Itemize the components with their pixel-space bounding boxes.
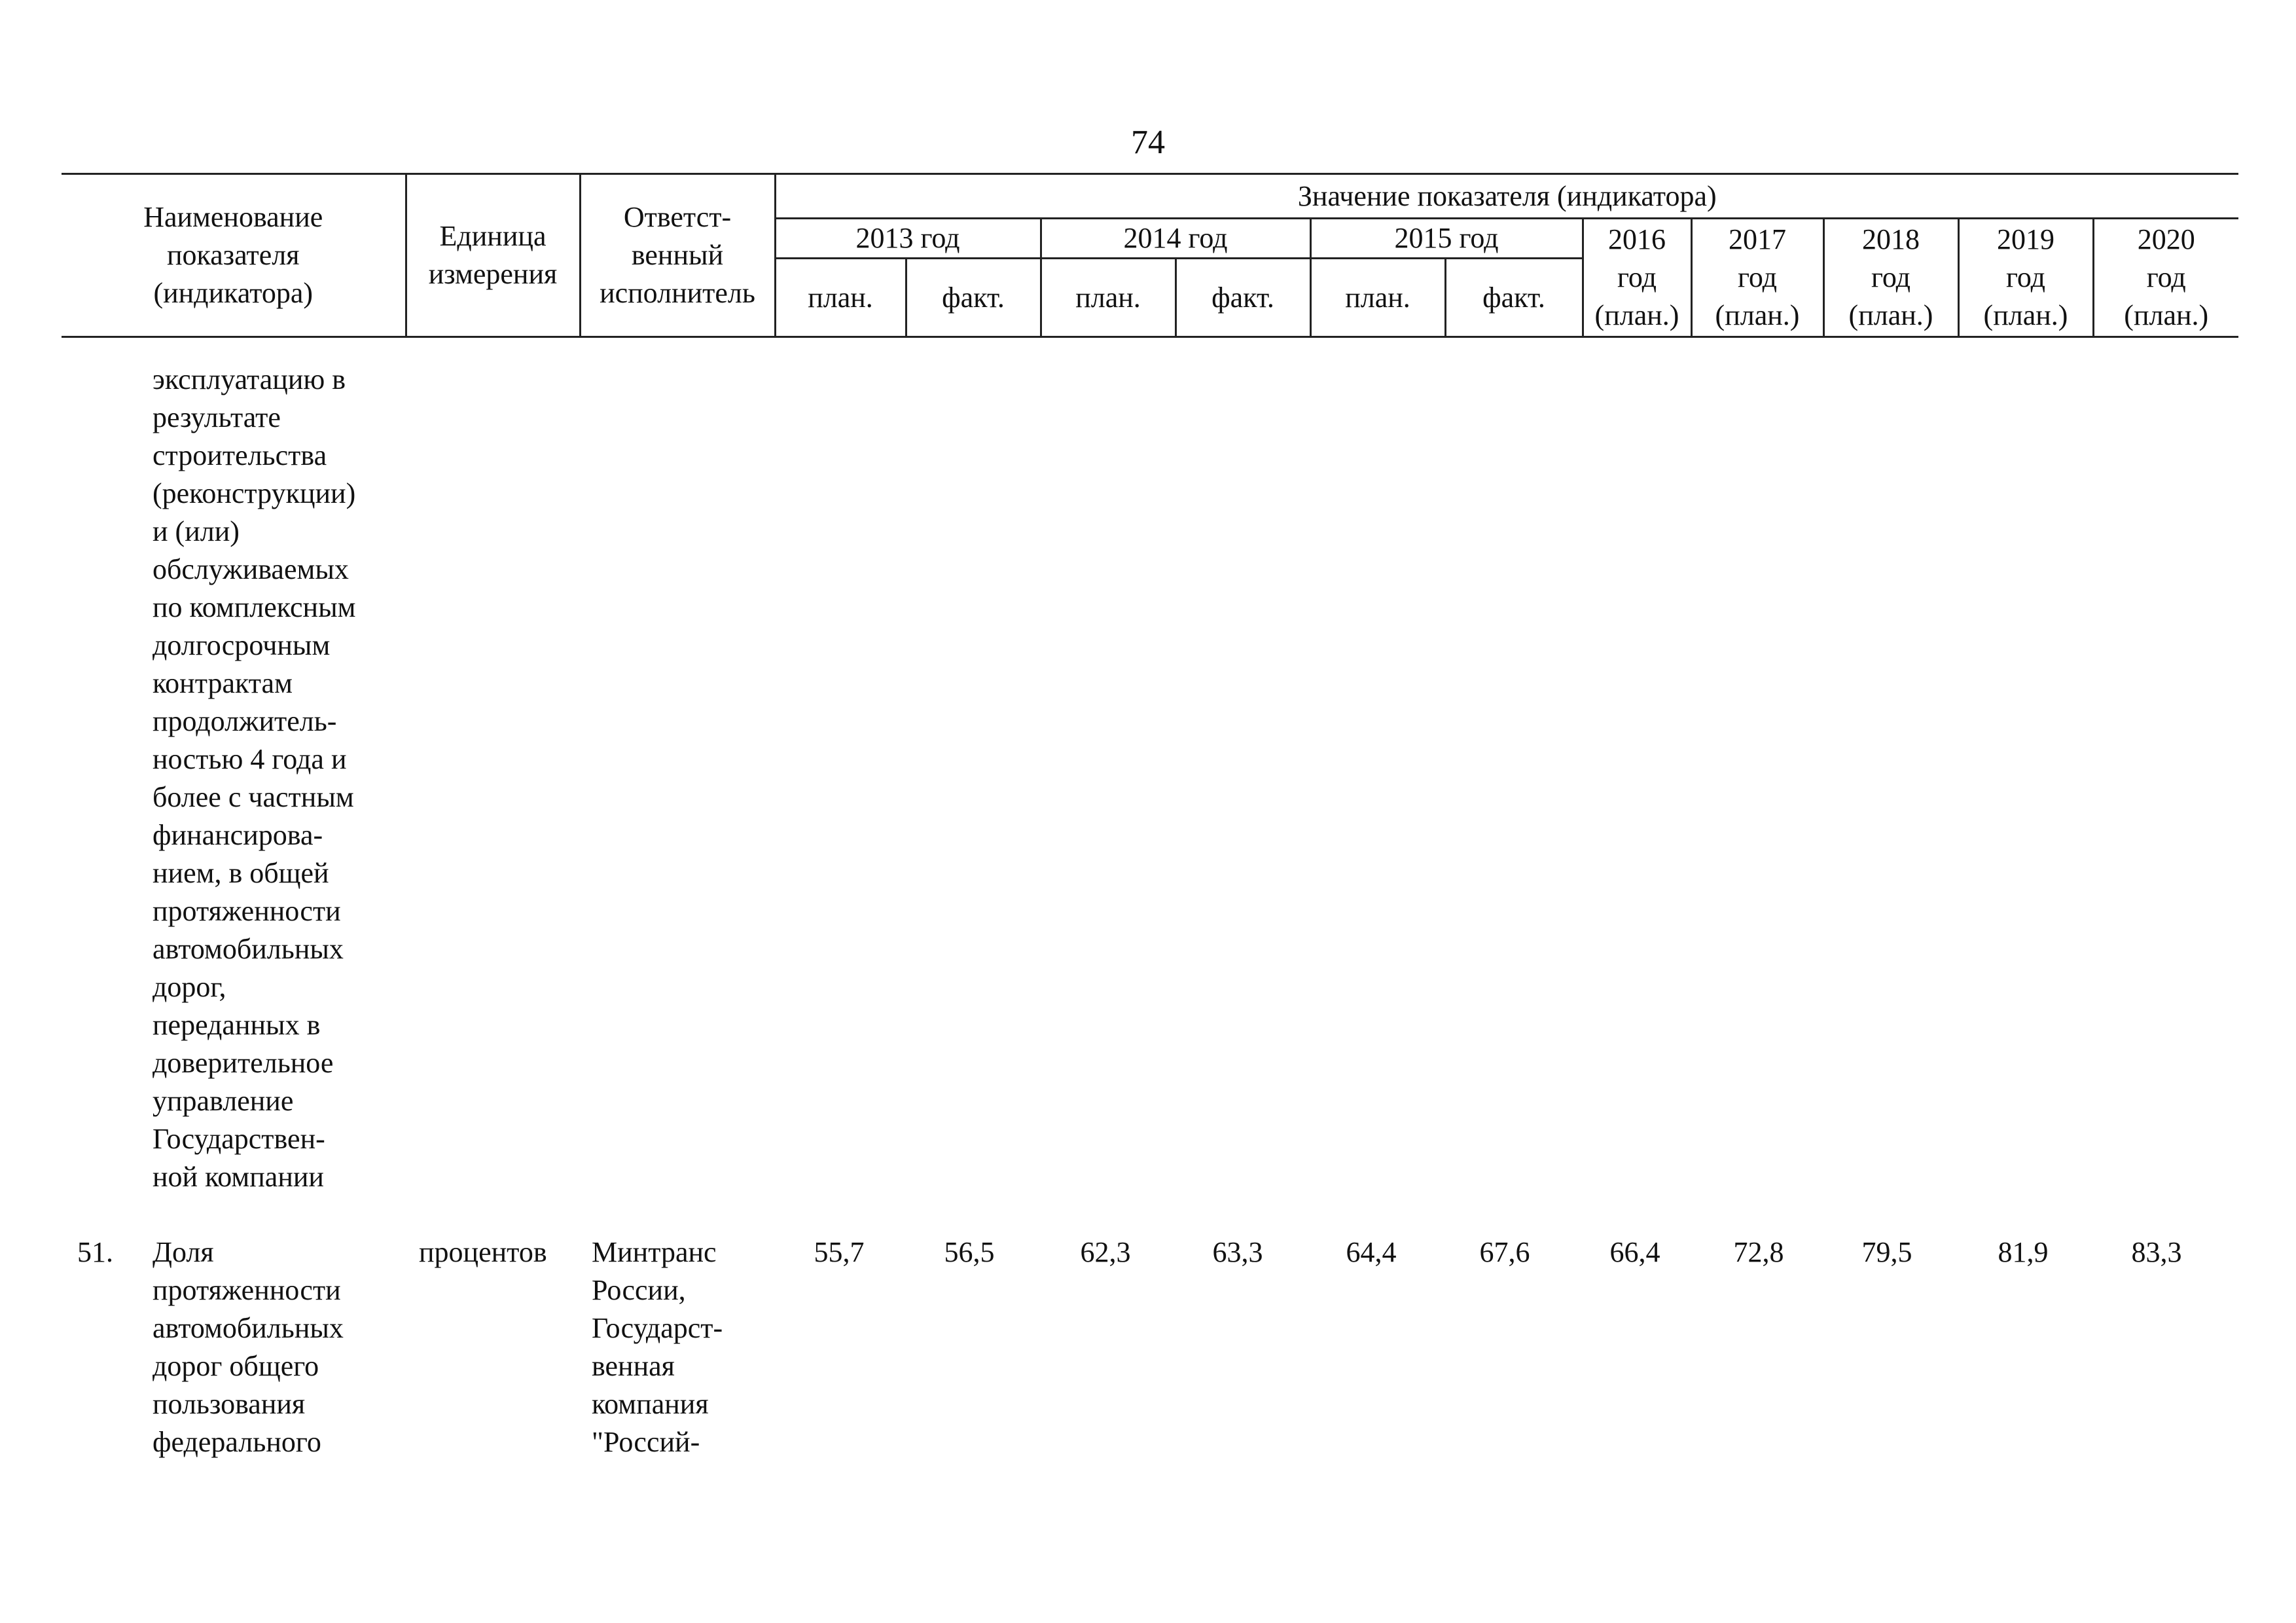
header-year-2018: 2018 год (план.) — [1822, 217, 1960, 338]
row-number: 51. — [77, 1236, 113, 1268]
header-unit: Единица измерения — [404, 173, 581, 338]
value-2013-plan: 55,7 — [814, 1236, 865, 1268]
header-2015-fact: факт. — [1444, 257, 1584, 338]
value-2015-fact: 67,6 — [1479, 1236, 1530, 1268]
header-year-2014: 2014 год — [1039, 217, 1312, 259]
header-year-2016: 2016 год (план.) — [1581, 217, 1693, 338]
header-2015-plan: план. — [1309, 257, 1446, 338]
row-executor: Минтранс России, Государст- венная компа… — [592, 1236, 723, 1458]
row-unit: процентов — [419, 1236, 547, 1268]
value-2015-plan: 64,4 — [1346, 1236, 1397, 1268]
header-2013-plan: план. — [774, 257, 907, 338]
value-2016-plan: 66,4 — [1609, 1236, 1660, 1268]
header-executor: Ответст- венный исполнитель — [579, 173, 776, 338]
row-indicator-name: Доля протяженности автомобильных дорог о… — [152, 1236, 344, 1458]
header-2014-plan: план. — [1039, 257, 1177, 338]
header-values-group: Значение показателя (индикатора) — [774, 173, 2238, 219]
header-2014-fact: факт. — [1174, 257, 1312, 338]
header-year-2020: 2020 год (план.) — [2092, 217, 2238, 338]
value-2017-plan: 72,8 — [1733, 1236, 1784, 1268]
value-2014-plan: 62,3 — [1080, 1236, 1131, 1268]
header-indicator-name: Наименование показателя (индикатора) — [62, 173, 407, 338]
header-year-2019: 2019 год (план.) — [1957, 217, 2094, 338]
header-year-2013: 2013 год — [774, 217, 1042, 259]
value-2013-fact: 56,5 — [944, 1236, 995, 1268]
continued-indicator-name: эксплуатацию в результате строительства … — [152, 363, 356, 1193]
value-2018-plan: 79,5 — [1861, 1236, 1912, 1268]
page-number: 74 — [1131, 124, 1165, 161]
header-2013-fact: факт. — [905, 257, 1042, 338]
header-year-2017: 2017 год (план.) — [1690, 217, 1825, 338]
indicator-table-header: Наименование показателя (индикатора) Еди… — [62, 173, 2238, 338]
header-year-2015: 2015 год — [1309, 217, 1584, 259]
value-2020-plan: 83,3 — [2131, 1236, 2182, 1268]
value-2019-plan: 81,9 — [1998, 1236, 2049, 1268]
value-2014-fact: 63,3 — [1212, 1236, 1263, 1268]
